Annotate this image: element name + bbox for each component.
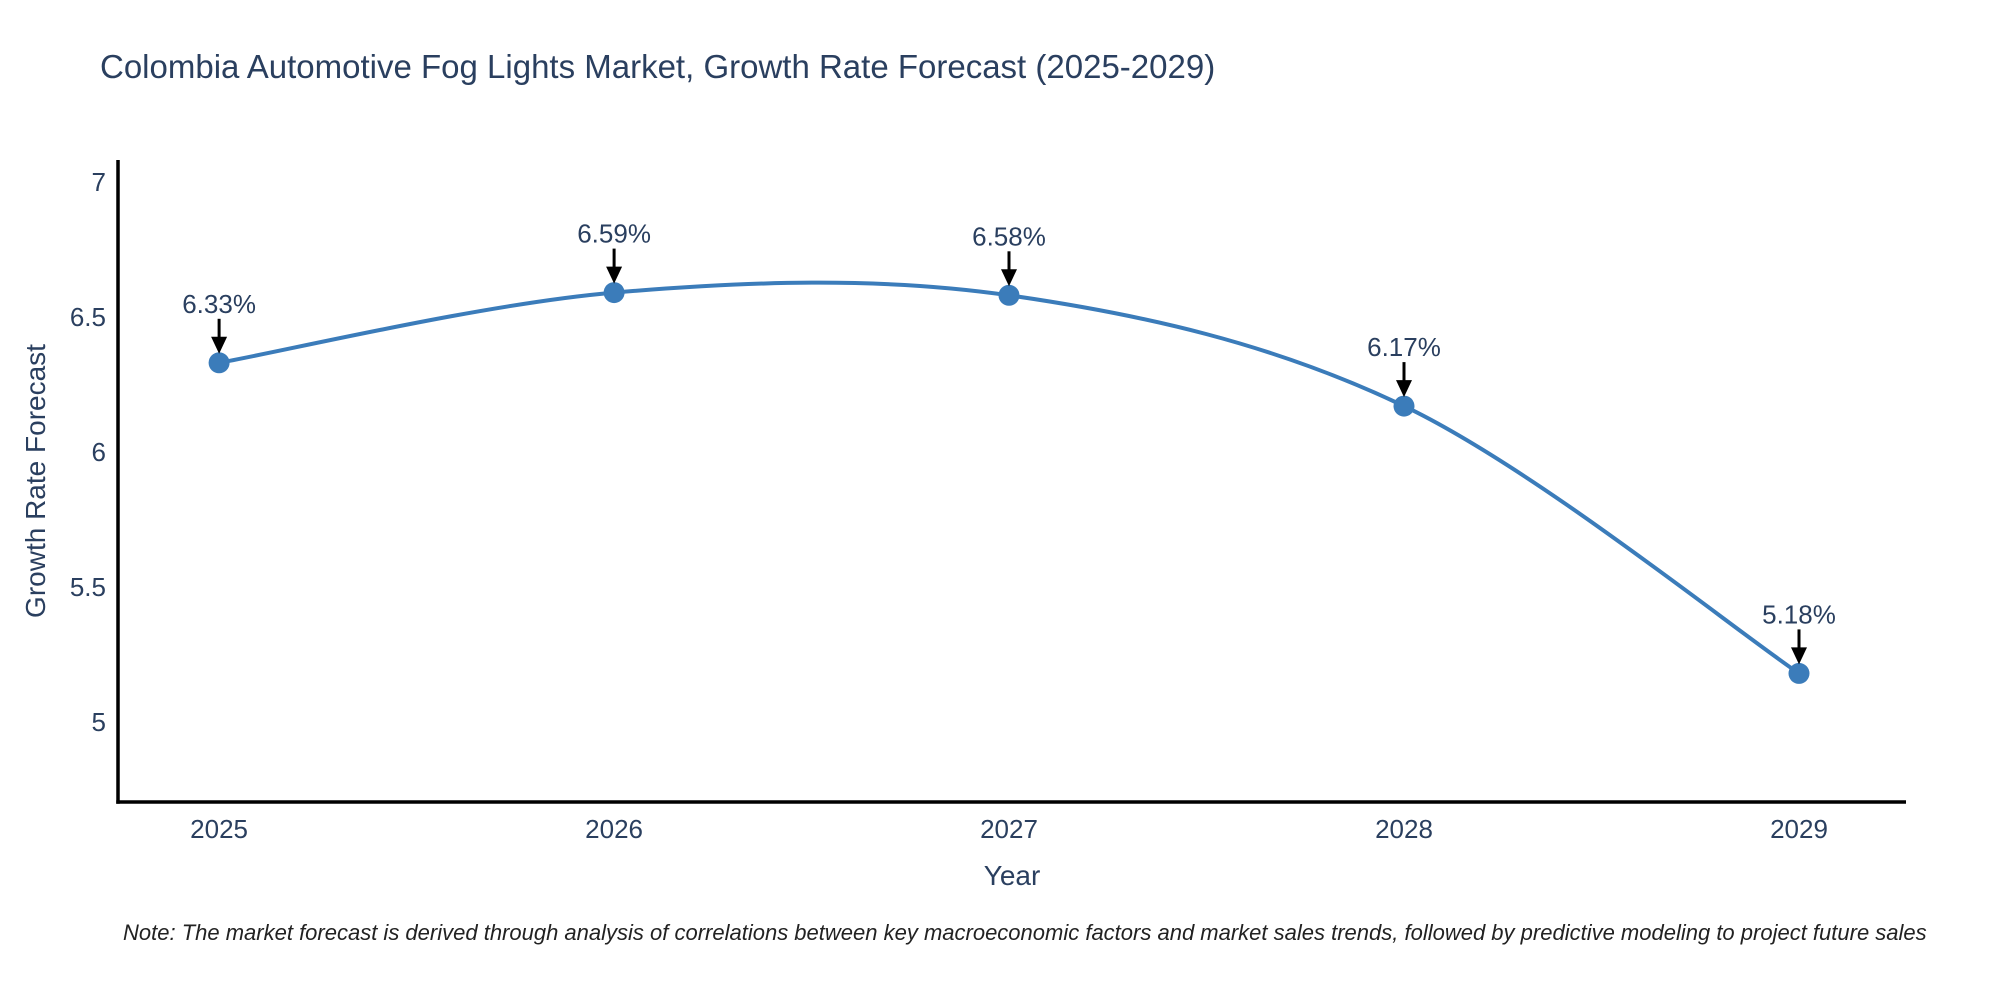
x-axis-title: Year: [983, 860, 1041, 891]
annotation-arrowhead-2025: [211, 336, 228, 354]
data-point-marker-2028: [1393, 395, 1415, 417]
data-point-marker-2027: [998, 284, 1020, 306]
x-tick-label-2027: 2027: [980, 814, 1038, 844]
annotation-label-2028: 6.17%: [1367, 332, 1441, 362]
annotation-label-2025: 6.33%: [182, 289, 256, 319]
annotation-label-2026: 6.59%: [577, 219, 651, 249]
y-tick-label-5: 5: [92, 707, 106, 737]
data-point-marker-2025: [208, 352, 230, 374]
annotation-label-2029: 5.18%: [1762, 599, 1836, 629]
footnote: Note: The market forecast is derived thr…: [123, 920, 1927, 945]
y-tick-label-6.5: 6.5: [70, 302, 106, 332]
y-tick-label-7: 7: [92, 167, 106, 197]
x-tick-label-2026: 2026: [585, 814, 643, 844]
annotation-arrowhead-2027: [1001, 269, 1017, 287]
x-tick-label-2029: 2029: [1770, 814, 1828, 844]
annotation-arrowhead-2026: [606, 266, 623, 284]
chart-title: Colombia Automotive Fog Lights Market, G…: [100, 48, 1216, 85]
data-point-marker-2029: [1788, 662, 1810, 684]
y-tick-label-6: 6: [92, 437, 106, 467]
data-point-marker-2026: [603, 282, 625, 304]
annotation-arrowhead-2029: [1791, 647, 1807, 665]
annotation-label-2027: 6.58%: [972, 221, 1046, 251]
y-tick-label-5.5: 5.5: [70, 572, 106, 602]
annotation-arrowhead-2028: [1396, 380, 1412, 398]
y-axis-title: Growth Rate Forecast: [20, 344, 51, 618]
x-tick-label-2025: 2025: [190, 814, 248, 844]
trend-line: [217, 280, 1801, 676]
x-tick-label-2028: 2028: [1375, 814, 1433, 844]
